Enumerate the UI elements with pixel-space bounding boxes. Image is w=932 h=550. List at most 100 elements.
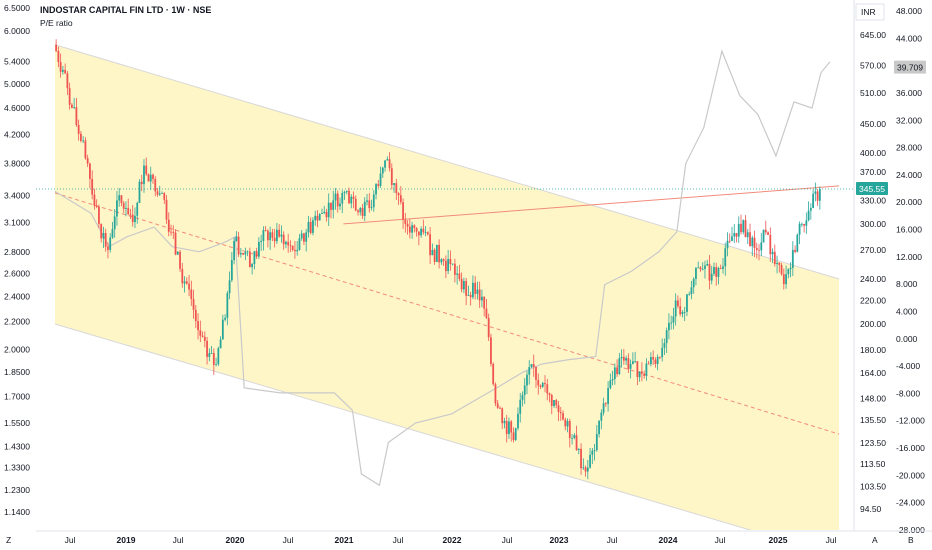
candle-body <box>199 330 202 336</box>
candle-body <box>185 281 188 284</box>
pe-last-label: 39.709 <box>897 63 923 73</box>
last-price-badge <box>856 182 888 196</box>
candle-body <box>814 191 817 194</box>
candle-body <box>348 190 350 204</box>
candle-body <box>318 214 321 221</box>
candle-body <box>122 203 125 209</box>
left-axis-tick: 2.2000 <box>4 317 30 327</box>
candle-body <box>201 335 204 337</box>
channel-mid-line <box>54 192 840 435</box>
pe-axis-tick: -28.000 <box>896 525 925 535</box>
candle-body <box>535 366 537 380</box>
price-axis-tick: 300.00 <box>860 219 886 229</box>
candle-body <box>458 273 461 279</box>
candle-body <box>467 294 470 296</box>
pe-axis-tick: 32.000 <box>896 115 922 125</box>
candle-body <box>807 210 810 221</box>
candle-body <box>266 230 269 241</box>
candle-body <box>661 347 664 358</box>
candle-body <box>188 283 190 290</box>
candle-body <box>271 232 274 238</box>
price-axis-tick: 200.00 <box>860 319 886 329</box>
candle-body <box>239 252 242 255</box>
candle-body <box>776 262 778 265</box>
candle-body <box>64 69 67 74</box>
price-axis-tick: 103.50 <box>860 482 886 492</box>
candle-body <box>138 181 141 203</box>
candle-body <box>129 214 132 216</box>
corner-right-b: B <box>908 535 914 545</box>
candle-body <box>490 337 492 364</box>
candle-body <box>559 412 562 414</box>
left-axis-tick: 1.8500 <box>4 367 30 377</box>
candle-body <box>746 232 749 238</box>
candle-body <box>760 242 763 251</box>
candle-body <box>278 229 281 237</box>
candle-body <box>586 467 589 472</box>
candle-body <box>57 50 60 63</box>
candle-body <box>584 467 587 472</box>
candle-body <box>613 367 616 380</box>
x-axis-tick: Jul <box>393 535 404 545</box>
candle-body <box>312 220 314 233</box>
candle-body <box>350 196 353 204</box>
x-axis-tick: Jul <box>65 535 76 545</box>
x-axis-tick: 2023 <box>550 535 569 545</box>
candle-body <box>152 174 154 179</box>
candle-body <box>591 450 594 455</box>
candle-body <box>762 229 765 243</box>
candle-body <box>125 207 127 209</box>
candle-body <box>332 200 335 210</box>
candle-body <box>699 267 702 270</box>
candle-body <box>116 200 118 217</box>
candle-body <box>215 364 217 365</box>
candle-body <box>156 191 159 195</box>
candle-body <box>654 359 657 364</box>
candle-body <box>93 194 96 206</box>
candle-body <box>719 268 722 269</box>
price-axis-tick: 450.00 <box>860 119 886 129</box>
pe-axis-tick: 28.000 <box>896 143 922 153</box>
candle-body <box>321 213 323 215</box>
candle-body <box>677 300 679 307</box>
x-axis-tick: 2019 <box>117 535 136 545</box>
candle-body <box>487 317 490 338</box>
x-axis-tick: 2025 <box>769 535 788 545</box>
pe-last-badge <box>894 60 926 74</box>
candle-body <box>645 363 648 376</box>
candle-body <box>616 367 619 375</box>
candle-body <box>246 251 249 253</box>
candle-body <box>435 244 438 262</box>
channel-upper-line <box>54 44 840 280</box>
candle-body <box>575 435 578 451</box>
candle-body <box>697 267 700 269</box>
candle-body <box>796 234 799 252</box>
candle-body <box>194 309 197 322</box>
candle-body <box>395 183 398 194</box>
candle-body <box>104 233 107 247</box>
candle-body <box>339 203 341 207</box>
candle-body <box>447 259 450 272</box>
candle-body <box>84 140 87 159</box>
left-axis-tick: 2.0000 <box>4 344 30 354</box>
candle-body <box>798 223 801 235</box>
candle-body <box>782 274 785 285</box>
candle-body <box>735 233 738 237</box>
currency-box <box>855 3 885 21</box>
left-axis-tick: 2.6000 <box>4 268 30 278</box>
candle-body <box>183 281 186 284</box>
candle-body <box>282 234 285 245</box>
candle-body <box>704 265 706 269</box>
candle-body <box>181 268 184 284</box>
candle-body <box>221 319 224 340</box>
candle-body <box>514 428 517 440</box>
candle-body <box>791 249 794 268</box>
candle-body <box>751 237 754 247</box>
candle-body <box>573 435 576 438</box>
candle-body <box>420 228 422 236</box>
candle-body <box>600 412 603 421</box>
price-axis-tick: 123.50 <box>860 438 886 448</box>
candle-body <box>530 364 533 368</box>
candle-body <box>663 343 666 348</box>
